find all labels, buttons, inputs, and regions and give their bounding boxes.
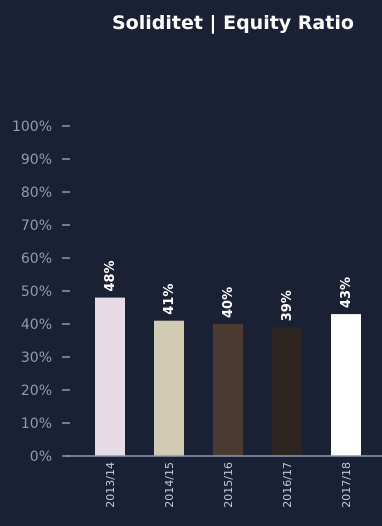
bar-2013-14	[95, 297, 125, 456]
x-tick-label: 2015/16	[222, 462, 235, 508]
y-tick-label: 40%	[21, 317, 52, 333]
chart-title: Soliditet | Equity Ratio	[112, 12, 354, 34]
bars	[95, 297, 361, 456]
bar-2014-15	[154, 320, 184, 456]
y-tick-label: 20%	[21, 383, 52, 399]
x-tick-label: 2017/18	[340, 462, 353, 508]
y-tick-label: 80%	[21, 185, 52, 201]
y-tick-label: 100%	[12, 119, 52, 135]
y-tick-label: 10%	[21, 416, 52, 432]
y-axis: 0% 10% 20% 30% 40% 50% 60% 70% 80% 90% 100%	[12, 119, 70, 465]
y-tick-label: 70%	[21, 218, 52, 234]
data-label: 39%	[280, 290, 295, 321]
x-axis: 2013/14 2014/15 2015/16 2016/17 2017/18	[66, 455, 382, 508]
data-label: 40%	[221, 287, 236, 318]
bar-2016-17	[272, 327, 302, 456]
y-tick-label: 0%	[30, 449, 52, 465]
y-tick-label: 60%	[21, 251, 52, 267]
x-tick-label: 2016/17	[281, 462, 294, 508]
y-tick-label: 50%	[21, 284, 52, 300]
y-tick-label: 30%	[21, 350, 52, 366]
x-tick-label: 2013/14	[104, 462, 117, 508]
data-label: 43%	[339, 277, 354, 308]
x-tick-label: 2014/15	[163, 462, 176, 508]
data-label: 48%	[103, 260, 118, 291]
bar-2017-18	[331, 314, 361, 456]
data-label: 41%	[162, 284, 177, 315]
bar-2015-16	[213, 324, 243, 456]
data-labels: 48% 41% 40% 39% 43%	[103, 260, 354, 321]
y-tick-label: 90%	[21, 152, 52, 168]
